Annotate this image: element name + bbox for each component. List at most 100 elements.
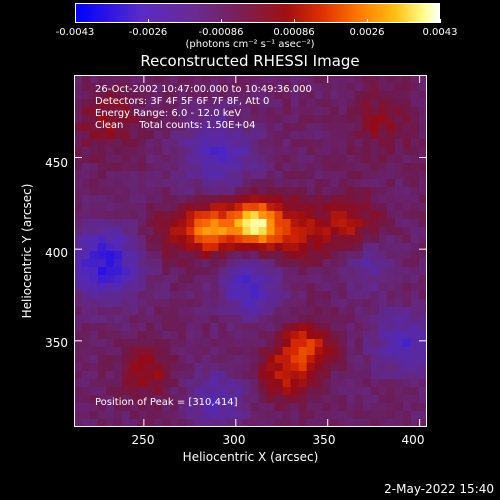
heatmap-cell [402,91,412,100]
heatmap-cell [234,211,243,220]
heatmap-cell [386,243,396,252]
heatmap-cell [226,259,235,268]
heatmap-cell [210,339,219,348]
heatmap-cell [370,99,380,108]
heatmap-cell [106,83,115,92]
heatmap-cell [106,147,115,156]
heatmap-cell [138,227,147,236]
heatmap-cell [386,227,396,236]
heatmap-cell [194,347,203,356]
heatmap-cell [202,267,211,276]
heatmap-cell [218,307,227,316]
heatmap-cell [98,195,107,204]
heatmap-cell [234,419,243,427]
heatmap-cell [250,195,259,204]
heatmap-cell [98,131,107,140]
heatmap-cell [394,99,404,108]
heatmap-cell [138,267,147,276]
heatmap-cell [114,387,123,396]
heatmap-cell [186,395,195,404]
heatmap-cell [154,187,163,196]
heatmap-cell [282,339,292,348]
heatmap-cell [402,347,412,356]
heatmap-cell [418,179,427,188]
heatmap-cell [74,243,83,252]
heatmap-cell [418,187,427,196]
heatmap-cell [162,331,171,340]
heatmap-cell [370,147,380,156]
heatmap-cell [210,251,219,260]
heatmap-cell [82,291,91,300]
heatmap-cell [106,267,115,276]
heatmap-cell [242,219,251,228]
heatmap-cell [242,227,251,236]
heatmap-cell [170,139,179,148]
heatmap-cell [154,147,163,156]
heatmap-cell [226,419,235,427]
heatmap-cell [338,419,348,427]
heatmap-cell [330,379,340,388]
x-tick-label: 300 [222,433,246,447]
heatmap-cell [226,139,235,148]
heatmap-cell [362,139,372,148]
heatmap-cell [106,195,115,204]
heatmap-cell [282,371,292,380]
heatmap-cell [250,83,259,92]
heatmap-cell [394,179,404,188]
heatmap-cell [202,419,211,427]
heatmap-cell [322,251,332,260]
heatmap-cell [418,107,427,116]
heatmap-cell [362,195,372,204]
heatmap-cell [266,195,275,204]
heatmap-cell [90,315,99,324]
heatmap-cell [410,347,420,356]
heatmap-cell [298,339,308,348]
heatmap-cell [74,83,83,92]
heatmap-cell [258,323,267,332]
heatmap-cell [226,99,235,108]
heatmap-cell [306,171,316,180]
heatmap-cell [322,115,332,124]
heatmap-cell [410,283,420,292]
heatmap-cell [322,283,332,292]
heatmap-cell [290,267,300,276]
heatmap-cell [314,379,324,388]
heatmap-cell [154,307,163,316]
heatmap-cell [242,179,251,188]
heatmap-cell [418,131,427,140]
heatmap-cell [82,211,91,220]
heatmap-cell [194,179,203,188]
heatmap-cell [370,387,380,396]
heatmap-cell [346,315,356,324]
heatmap-cell [138,139,147,148]
heatmap-cell [162,283,171,292]
heatmap-cell [394,155,404,164]
heatmap-cell [322,395,332,404]
heatmap-cell [90,99,99,108]
heatmap-cell [114,283,123,292]
heatmap-cell [218,387,227,396]
heatmap-cell [298,267,308,276]
heatmap-cell [202,219,211,228]
heatmap-cell [370,155,380,164]
heatmap-cell [258,395,267,404]
heatmap-cell [306,267,316,276]
heatmap-cell [290,347,300,356]
heatmap-cell [410,363,420,372]
heatmap-cell [106,203,115,212]
heatmap-cell [402,323,412,332]
heatmap-cell [74,147,83,156]
heatmap-cell [346,355,356,364]
heatmap-cell [282,355,292,364]
heatmap-cell [90,203,99,212]
heatmap-cell [402,403,412,412]
heatmap-cell [306,91,316,100]
heatmap-cell [210,323,219,332]
heatmap-cell [234,115,243,124]
heatmap-cell [90,227,99,236]
heatmap-cell [130,419,139,427]
heatmap-cell [146,235,155,244]
heatmap-cell [362,187,372,196]
heatmap-cell [146,195,155,204]
heatmap-cell [258,299,267,308]
